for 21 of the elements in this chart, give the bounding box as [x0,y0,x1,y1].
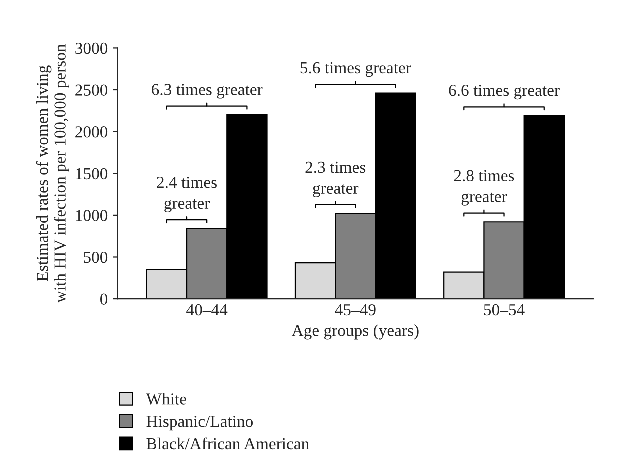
x-tick-label: 40–44 [186,304,228,316]
y-tick-label: 0 [100,294,108,305]
annotation: 6.6 times greater [449,84,560,100]
y-tick-label: 3000 [76,42,108,54]
y-tick-label: 1000 [76,210,108,222]
annotation: 6.3 times greater [152,84,263,99]
legend-label: Hispanic/Latino [146,416,254,431]
x-tick-label: 50–54 [484,304,525,316]
y-tick-label: 1500 [76,168,108,180]
y-axis-title: Estimated rates of women living with HIV infection per 100,000 person [36,44,70,304]
annotation: 2.4 times greater [157,176,217,213]
x-axis-title: Age groups (years) [292,324,419,340]
y-tick-label: 2000 [76,126,108,138]
y-tick-label: 2500 [76,84,108,96]
annotation: 5.6 times greater [300,62,412,78]
annotation: 2.3 times greater [306,162,366,198]
x-tick-label: 45–49 [335,304,376,316]
annotation: 2.8 times greater [454,170,514,206]
legend-label: White [146,393,186,405]
y-tick-label: 500 [84,252,108,264]
legend-label: Black/African American [146,438,310,450]
